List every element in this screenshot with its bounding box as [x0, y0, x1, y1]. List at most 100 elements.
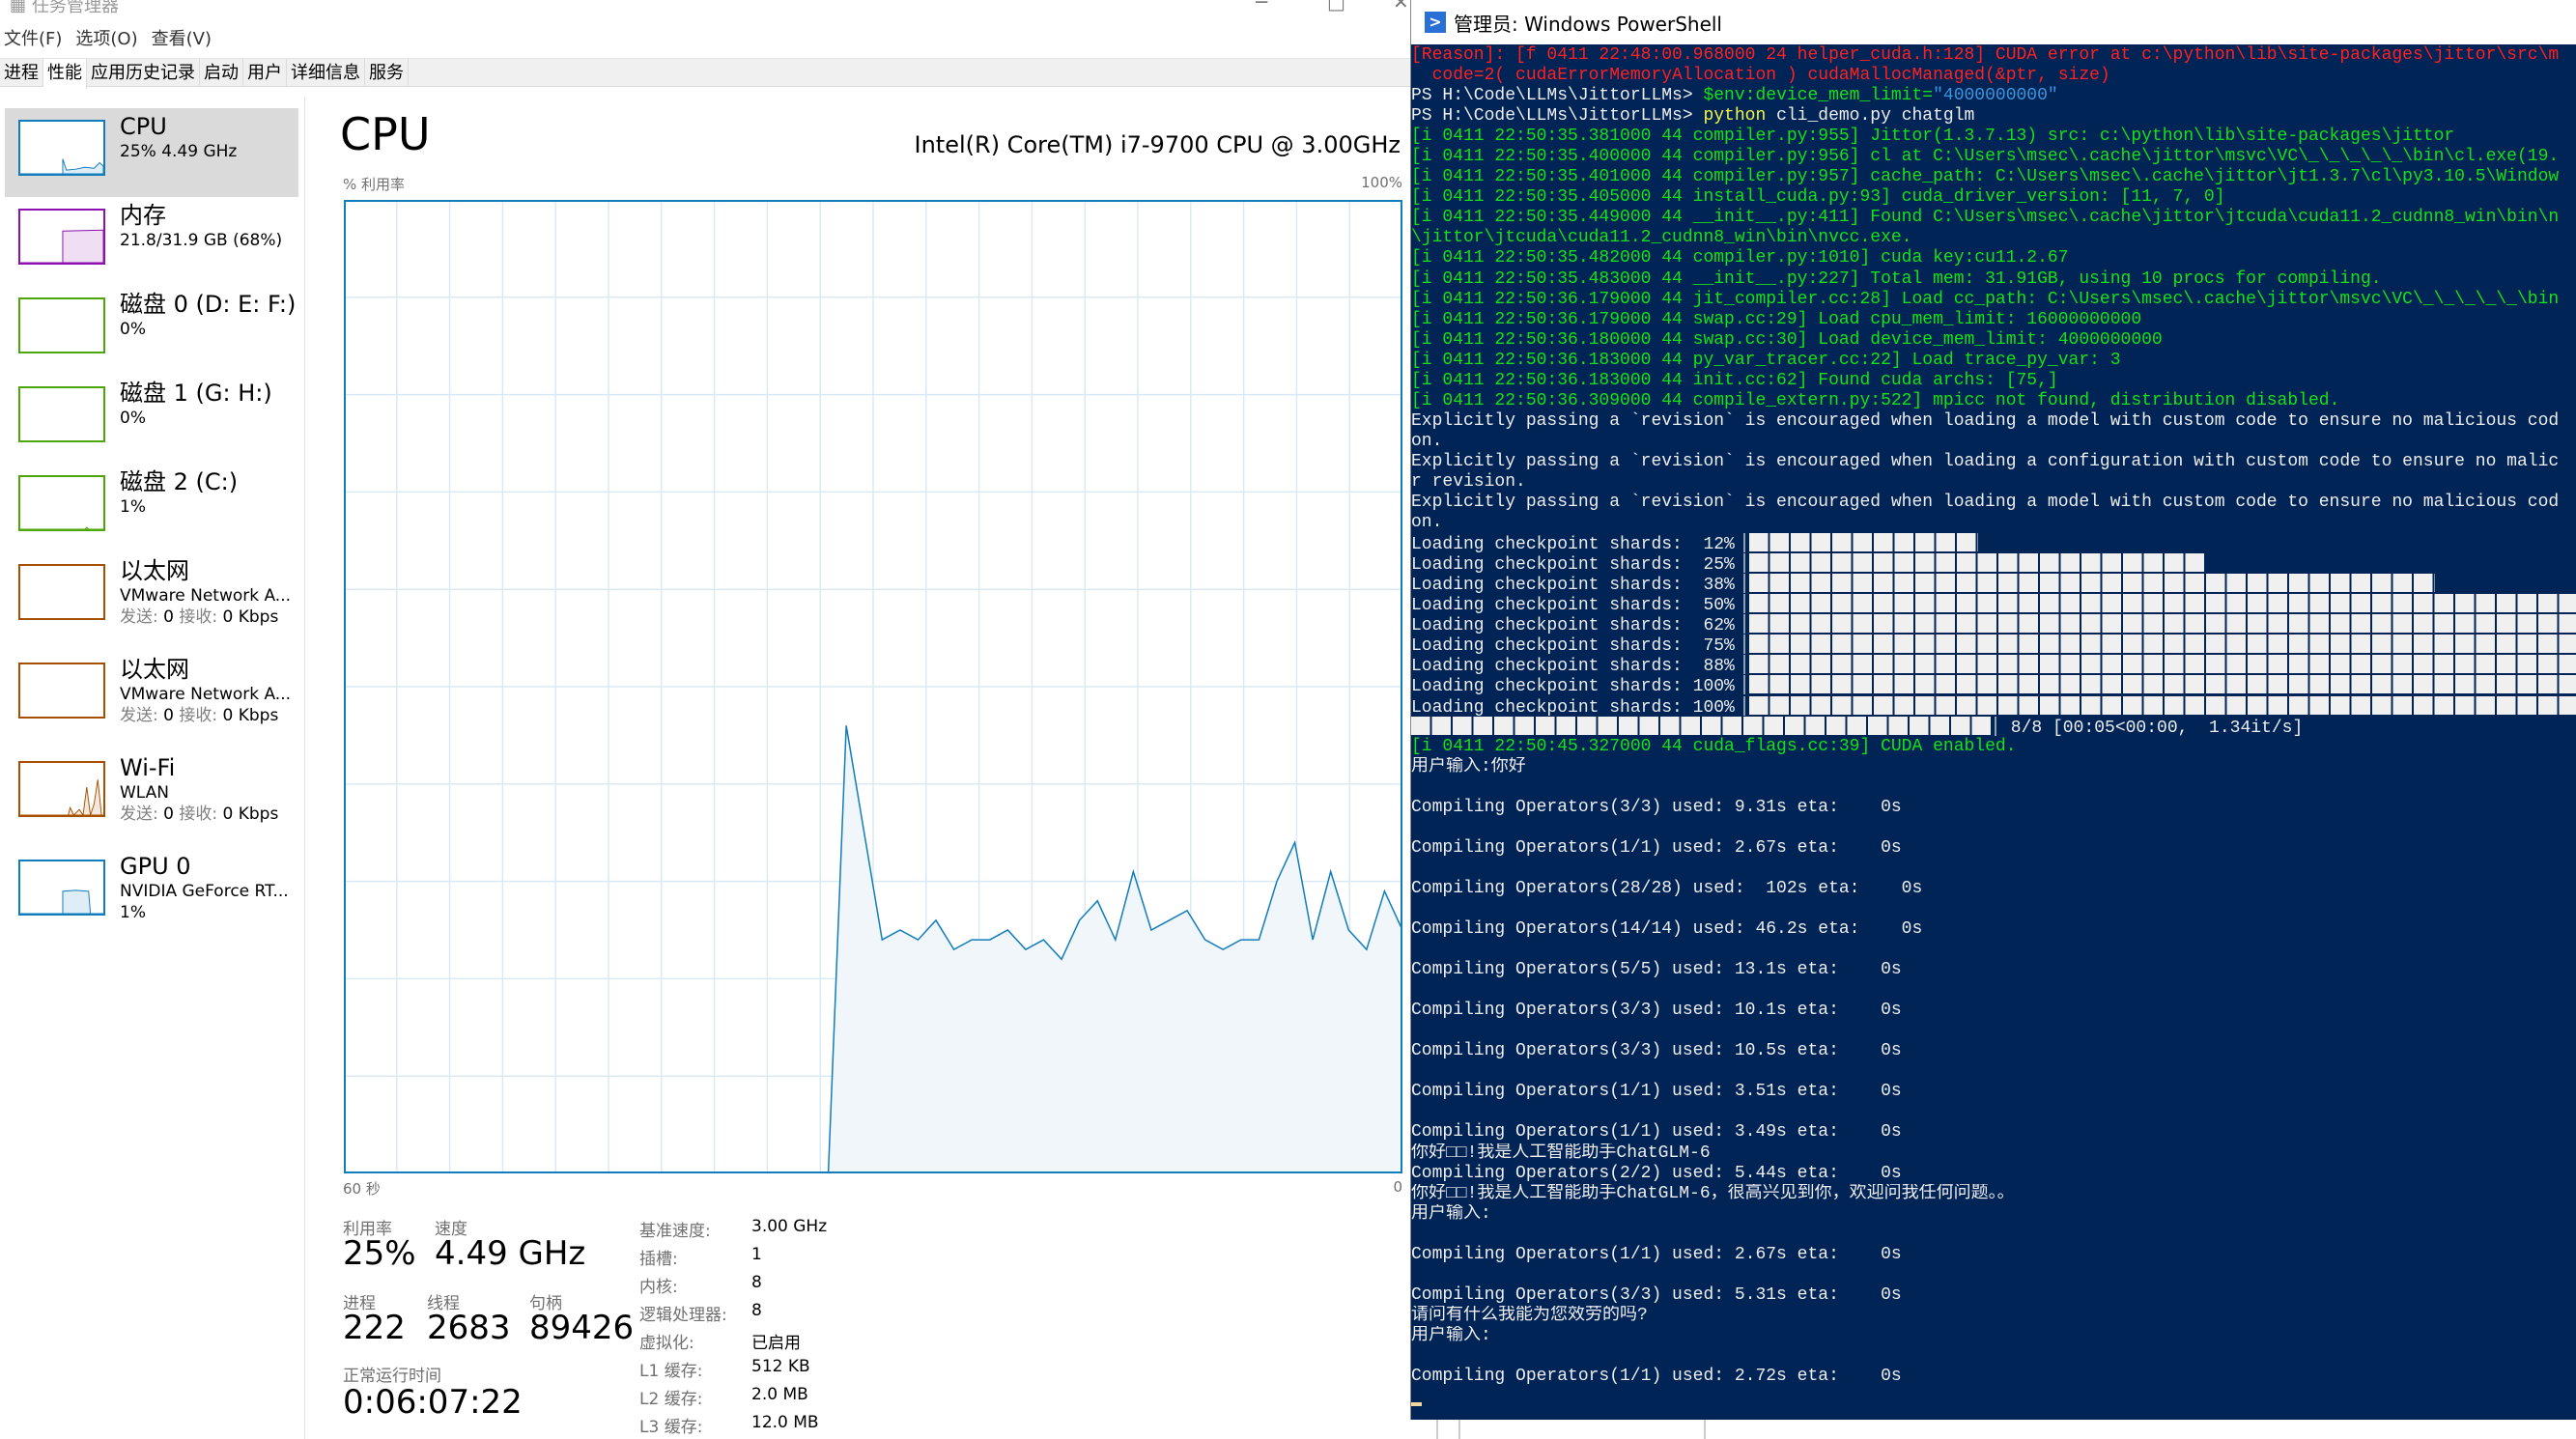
console-text: python: [1703, 106, 1767, 127]
spec-label: L3 缓存:: [639, 1418, 703, 1437]
sidebar-item-title: 磁盘 1 (G: H:): [120, 380, 272, 407]
console-line: [i 0411 22:50:36.180000 44 swap.cc:30] L…: [1411, 330, 2576, 351]
console-text: [i 0411 22:50:36.179000 44 jit_compiler.…: [1411, 289, 2560, 309]
progress-separator: [1743, 533, 1745, 553]
console-text: PS H:\Code\LLMs\JittorLLMs>: [1411, 86, 1704, 106]
console-text: on.: [1411, 431, 1443, 451]
console-text: [i 0411 22:50:35.401000 44 compiler.py:9…: [1411, 167, 2560, 187]
task-manager-window: ▦ 任务管理器 ─ □ ✕ 文件(F) 选项(O) 查看(V) 进程 性能 应用历史记…: [0, 0, 1410, 1439]
close-button[interactable]: ✕: [1393, 0, 1409, 14]
sidebar-item-6[interactable]: 以太网 VMware Network A... 发送: 0 接收: 0 Kbps: [5, 651, 298, 749]
console-line: Compiling Operators(1/1) used: 2.72s eta…: [1411, 1367, 2576, 1387]
console-text: \jittor\jtcuda\cuda11.2_cudnn8_win\bin\n…: [1411, 228, 1912, 248]
graph-thumbnail: [18, 475, 105, 531]
progress-label: Loading checkpoint shards: 88%: [1411, 657, 1735, 676]
sidebar-item-1[interactable]: 内存 21.8/31.9 GB (68%): [5, 197, 298, 286]
console-line: Loading checkpoint shards: 25%: [1411, 553, 2576, 574]
console-line: code=2( cudaErrorMemoryAllocation ) cuda…: [1411, 66, 2576, 86]
console-line: [Reason]: [f 0411 22:48:00.968000 24 hel…: [1411, 45, 2576, 66]
process-label: 进程: [343, 1294, 376, 1313]
console-text: [i 0411 22:50:36.180000 44 swap.cc:30] L…: [1411, 329, 2163, 350]
tab-2[interactable]: 应用历史记录: [87, 59, 200, 86]
console-line: 你好□□!我是人工智能助手ChatGLM-6，很高兴见到你，欢迎问我任何问题。。: [1411, 1184, 2576, 1204]
console-text: 用户输入:: [1411, 1325, 1491, 1345]
powershell-titlebar: > 管理员: Windows PowerShell: [1411, 0, 2576, 44]
progress-separator: [1743, 553, 1745, 574]
tab-6[interactable]: 服务: [365, 59, 409, 86]
console-output[interactable]: [Reason]: [f 0411 22:48:00.968000 24 hel…: [1411, 45, 2576, 1407]
console-text: [i 0411 22:50:36.309000 44 compile_exter…: [1411, 390, 2340, 410]
sidebar-item-8[interactable]: GPU 0 NVIDIA GeForce RT... 1%: [5, 848, 298, 946]
console-text: Compiling Operators(3/3) used: 10.1s eta…: [1411, 1001, 1902, 1021]
menu-view[interactable]: 查看(V): [151, 29, 212, 49]
maximize-button[interactable]: □: [1327, 0, 1345, 14]
sidebar-item-0[interactable]: CPU 25% 4.49 GHz: [5, 108, 298, 197]
spec-value: 512 KB: [751, 1357, 810, 1376]
console-line: [1411, 1265, 2576, 1285]
console-line: [i 0411 22:50:35.401000 44 compiler.py:9…: [1411, 167, 2576, 187]
uptime-label: 正常运行时间: [343, 1367, 441, 1386]
sidebar-item-title: 内存: [120, 202, 166, 229]
progress-separator: [1743, 675, 1745, 695]
console-text: Compiling Operators(3/3) used: 5.31s eta…: [1411, 1284, 1902, 1305]
console-text: [i 0411 22:50:35.449000 44 __init__.py:4…: [1411, 208, 2560, 228]
sidebar-item-2[interactable]: 磁盘 0 (D: E: F:) 0%: [5, 286, 298, 375]
console-text: [i 0411 22:50:36.179000 44 swap.cc:29] L…: [1411, 309, 2142, 329]
usage-line: [344, 725, 1402, 1173]
console-line: Compiling Operators(5/5) used: 13.1s eta…: [1411, 960, 2576, 980]
console-text: Compiling Operators(1/1) used: 2.72s eta…: [1411, 1367, 1902, 1387]
console-line: Loading checkpoint shards: 75%: [1411, 635, 2576, 655]
graph-thumbnail: [18, 386, 105, 442]
console-line: Loading checkpoint shards: 100%: [1411, 675, 2576, 696]
progress-label: Loading checkpoint shards: 25%: [1411, 555, 1735, 575]
console-text: [Reason]: [f 0411 22:48:00.968000 24 hel…: [1411, 45, 2560, 65]
console-text: Compiling Operators(1/1) used: 2.67s eta…: [1411, 1244, 1902, 1264]
console-line: [i 0411 22:50:36.179000 44 jit_compiler.…: [1411, 290, 2576, 310]
tab-3[interactable]: 启动: [200, 59, 243, 86]
console-text: Compiling Operators(14/14) used: 46.2s e…: [1411, 919, 1923, 940]
uptime-value: 0:06:07:22: [343, 1383, 523, 1422]
send-label: 发送:: [120, 804, 158, 824]
console-line: [i 0411 22:50:35.400000 44 compiler.py:9…: [1411, 147, 2576, 167]
sidebar-item-title: CPU: [120, 113, 167, 140]
powershell-window: > 管理员: Windows PowerShell [Reason]: [f 0…: [1410, 0, 2576, 1420]
console-line: [1411, 899, 2576, 919]
menu-file[interactable]: 文件(F): [4, 29, 63, 49]
tab-bar: 进程 性能 应用历史记录 启动 用户 详细信息 服务: [0, 58, 1410, 89]
console-line: r revision.: [1411, 472, 2576, 493]
sidebar-item-title: 磁盘 2 (C:): [120, 468, 239, 495]
console-line: Loading checkpoint shards: 88%: [1411, 655, 2576, 675]
console-line: [1411, 1061, 2576, 1082]
sidebar-item-7[interactable]: Wi-Fi WLAN 发送: 0 接收: 0 Kbps: [5, 749, 298, 848]
console-line: Explicitly passing a `revision` is encou…: [1411, 411, 2576, 432]
tab-1[interactable]: 性能: [43, 59, 87, 89]
spec-value: 已启用: [751, 1334, 801, 1353]
process-value: 222: [343, 1309, 406, 1347]
handle-value: 89426: [529, 1309, 635, 1347]
console-text: [i 0411 22:50:45.327000 44 cuda_flags.cc…: [1411, 736, 2017, 756]
sidebar-item-3[interactable]: 磁盘 1 (G: H:) 0%: [5, 375, 298, 464]
console-line: [i 0411 22:50:35.483000 44 __init__.py:2…: [1411, 269, 2576, 290]
minimize-button[interactable]: ─: [1256, 0, 1268, 14]
sidebar-item-text: Wi-Fi WLAN 发送: 0 接收: 0 Kbps: [120, 753, 278, 825]
sidebar-item-4[interactable]: 磁盘 2 (C:) 1%: [5, 464, 298, 552]
console-line: [i 0411 22:50:36.179000 44 swap.cc:29] L…: [1411, 310, 2576, 330]
sidebar-item-5[interactable]: 以太网 VMware Network A... 发送: 0 接收: 0 Kbps: [5, 552, 298, 651]
sidebar-item-throughput: 发送: 0 接收: 0 Kbps: [120, 705, 291, 726]
progress-bar-blocks: [1749, 675, 2576, 694]
spec-value: 8: [751, 1273, 762, 1292]
console-line: Compiling Operators(14/14) used: 46.2s e…: [1411, 919, 2576, 940]
chart-x-left-label: 60 秒: [343, 1180, 381, 1198]
console-text: Compiling Operators(3/3) used: 9.31s eta…: [1411, 797, 1902, 817]
graph-thumbnail: [18, 663, 105, 719]
sidebar-item-throughput: 发送: 0 接收: 0 Kbps: [120, 607, 291, 628]
tab-0[interactable]: 进程: [0, 59, 43, 86]
thread-label: 线程: [427, 1294, 460, 1313]
sidebar-item-title: 以太网: [120, 557, 189, 584]
powershell-icon: >: [1425, 12, 1446, 33]
progress-bar-blocks: [1749, 695, 2576, 715]
menu-options[interactable]: 选项(O): [75, 29, 138, 49]
tab-4[interactable]: 用户: [243, 59, 287, 86]
tab-5[interactable]: 详细信息: [287, 59, 365, 86]
background-window-strip: [1410, 1420, 2576, 1439]
